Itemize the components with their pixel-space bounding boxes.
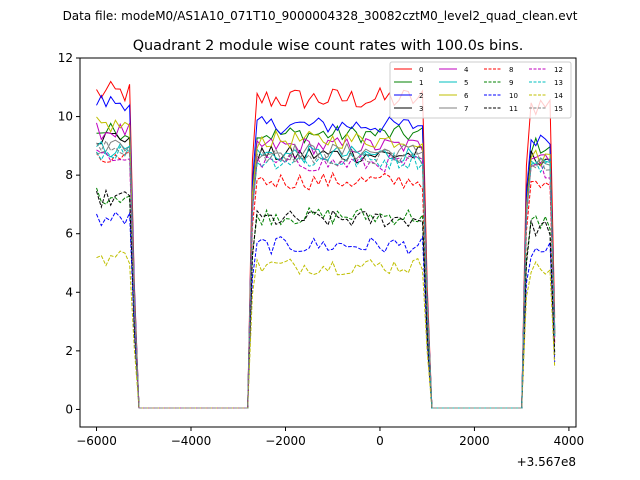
y-tick-label: 2 (65, 344, 73, 358)
y-tick-label: 4 (65, 285, 73, 299)
x-tick-label: 0 (376, 434, 384, 448)
legend-label-1: 1 (419, 79, 423, 87)
y-tick-label: 12 (58, 51, 73, 65)
legend-label-4: 4 (464, 66, 469, 74)
legend-label-11: 11 (509, 105, 518, 113)
x-tick-label: 4000 (554, 434, 585, 448)
x-tick-label: 2000 (459, 434, 490, 448)
legend-label-3: 3 (419, 105, 423, 113)
legend-label-12: 12 (554, 66, 563, 74)
legend-box (389, 61, 572, 119)
x-offset-label: +3.567e8 (517, 455, 576, 469)
legend-label-13: 13 (554, 79, 563, 87)
series-lines (96, 80, 556, 409)
series-line-15 (96, 139, 556, 409)
x-tick-label: −2000 (265, 434, 306, 448)
legend-label-8: 8 (509, 66, 513, 74)
legend-label-9: 9 (509, 79, 513, 87)
x-tick-label: −4000 (171, 434, 212, 448)
y-axis: 0 2 4 6 8 10 12 (58, 51, 80, 416)
legend-label-5: 5 (464, 79, 468, 87)
legend-label-2: 2 (419, 92, 423, 100)
legend-label-10: 10 (509, 92, 518, 100)
y-tick-label: 10 (58, 110, 73, 124)
x-axis: −6000 −4000 −2000 0 2000 4000 (76, 427, 584, 448)
series-line-11 (96, 188, 556, 409)
legend-label-14: 14 (554, 92, 563, 100)
y-tick-label: 0 (65, 402, 73, 416)
chart-title: Quadrant 2 module wise count rates with … (133, 38, 524, 54)
suptitle: Data file: modeM0/AS1A10_071T10_90000043… (63, 9, 578, 23)
y-tick-label: 8 (65, 168, 73, 182)
legend-label-15: 15 (554, 105, 563, 113)
x-tick-label: −6000 (76, 434, 117, 448)
y-tick-label: 6 (65, 227, 73, 241)
legend-label-0: 0 (419, 66, 423, 74)
legend-label-6: 6 (464, 92, 469, 100)
legend-label-7: 7 (464, 105, 468, 113)
plot-frame (79, 57, 577, 428)
